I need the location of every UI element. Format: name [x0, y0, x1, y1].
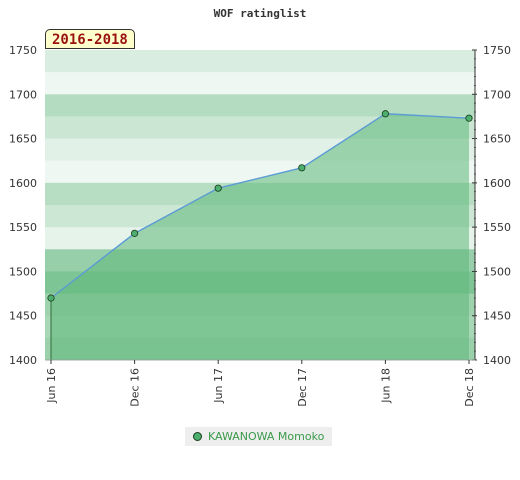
area-fill [50, 113, 469, 361]
y-tick-label-left: 1700 [9, 88, 37, 101]
y-tick-label-left: 1550 [9, 221, 37, 234]
data-point [465, 114, 473, 122]
data-point [47, 294, 55, 302]
period-badge: 2016-2018 [45, 29, 135, 49]
y-tick-label-left: 1600 [9, 177, 37, 190]
y-tick-label-left: 1500 [9, 265, 37, 278]
x-tick-label: Dec 17 [296, 368, 309, 407]
y-tick-label-right: 1650 [483, 133, 511, 146]
y-tick-label-right: 1700 [483, 88, 511, 101]
y-tick-label-right: 1400 [483, 354, 511, 367]
x-tick-label: Dec 18 [463, 368, 476, 407]
y-tick-label-right: 1600 [483, 177, 511, 190]
y-tick-label-left: 1750 [9, 44, 37, 57]
area-fill-path [51, 113, 469, 361]
x-tick-label: Jun 18 [379, 368, 392, 404]
y-tick-label-left: 1450 [9, 310, 37, 323]
legend[interactable]: KAWANOWA Momoko [185, 427, 333, 446]
chart-title: WOF ratinglist [214, 7, 307, 20]
y-tick-label-right: 1500 [483, 265, 511, 278]
x-tick-label: Jun 17 [212, 368, 225, 404]
y-axis-right: 1400 1450 1500 1550 1600 1650 1700 1750 [472, 44, 511, 367]
data-point [131, 229, 139, 237]
y-tick-label-right: 1750 [483, 44, 511, 57]
data-point [214, 184, 222, 192]
y-tick-label-right: 1550 [483, 221, 511, 234]
legend-marker [193, 432, 202, 441]
y-tick-label-left: 1400 [9, 354, 37, 367]
y-tick-label-left: 1650 [9, 133, 37, 146]
background-band [45, 72, 475, 95]
data-point [298, 164, 306, 172]
y-axis-left: 1400 1450 1500 1550 1600 1650 1700 1750 [9, 44, 37, 367]
data-points [47, 110, 473, 302]
x-tick-label: Jun 16 [45, 368, 58, 404]
y-tick-label-right: 1450 [483, 310, 511, 323]
background-band [45, 94, 475, 117]
data-point [381, 110, 389, 118]
x-axis: Jun 16 Dec 16 Jun 17 Dec 17 Jun 18 Dec 18 [45, 359, 476, 407]
x-tick-label: Dec 16 [129, 368, 142, 407]
series-line [50, 113, 470, 299]
background-band [45, 50, 475, 73]
legend-label: KAWANOWA Momoko [208, 430, 325, 443]
series-line-path [50, 113, 470, 299]
